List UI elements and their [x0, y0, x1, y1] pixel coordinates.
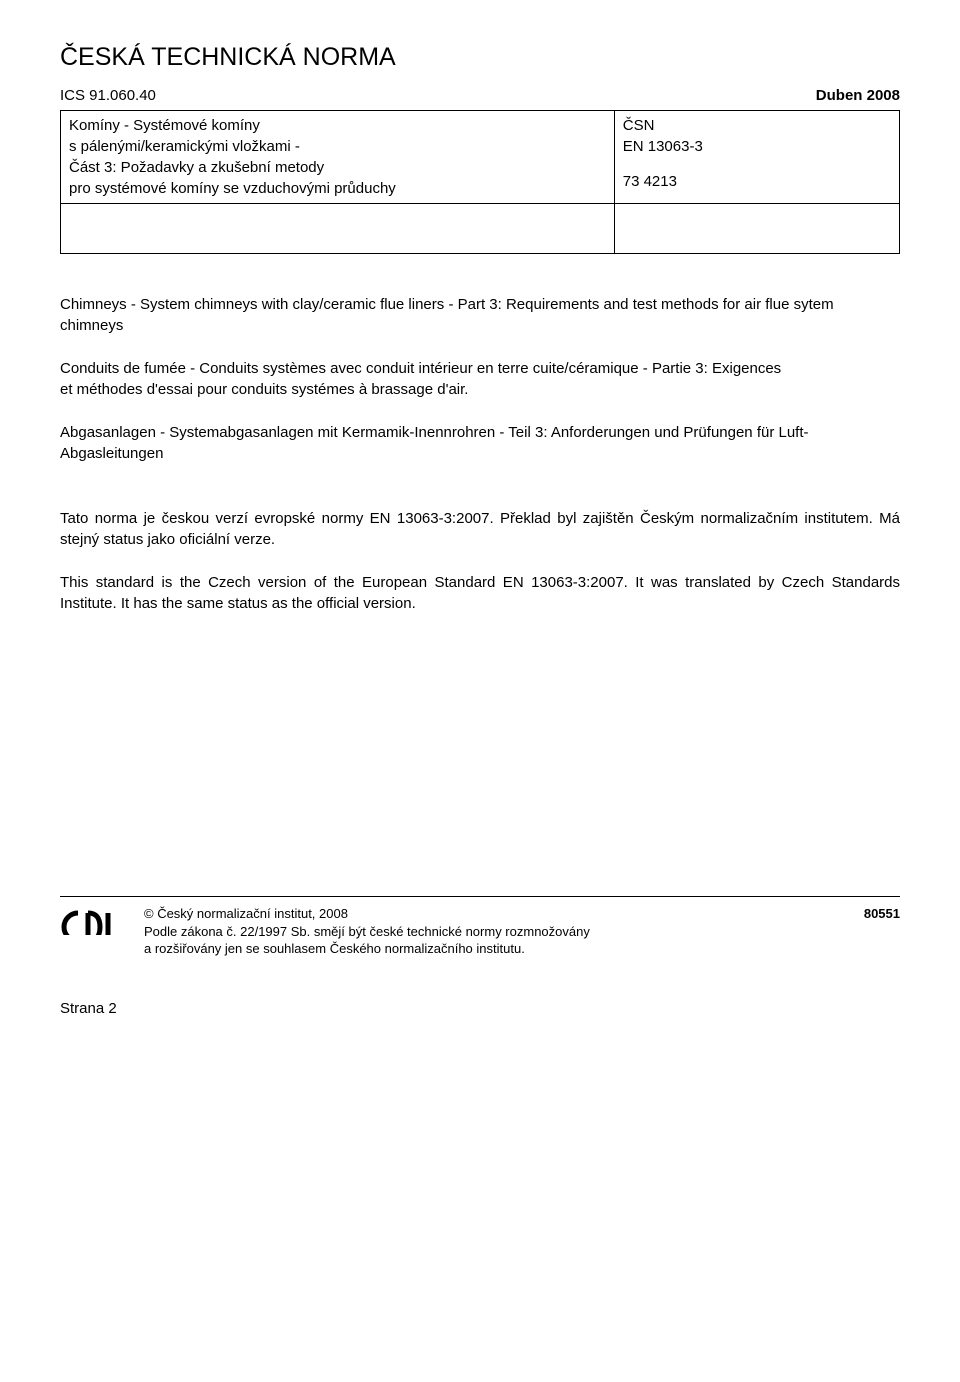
spec-id-line3: 73 4213 — [623, 171, 891, 192]
spec-title-line3: Část 3: Požadavky a zkušební metody — [69, 157, 606, 178]
title-fr-line2: et méthodes d'essai pour conduits systém… — [60, 379, 900, 400]
paragraph-cs: Tato norma je českou verzí evropské norm… — [60, 508, 900, 550]
spec-id-gap — [623, 157, 891, 171]
vertical-spacer — [60, 636, 900, 896]
issue-date: Duben 2008 — [816, 85, 900, 106]
spec-spacer-right — [614, 204, 899, 254]
footer-code: 80551 — [844, 905, 900, 923]
document-type-title: ČESKÁ TECHNICKÁ NORMA — [60, 40, 900, 75]
publisher-logo-icon — [60, 905, 124, 949]
page-number: Strana 2 — [60, 998, 900, 1019]
title-de-line1: Abgasanlagen - Systemabgasanlagen mit Ke… — [60, 422, 900, 443]
title-en-line2: chimneys — [60, 315, 900, 336]
title-en-block: Chimneys - System chimneys with clay/cer… — [60, 294, 900, 336]
footer-line3: a rozšiřovány jen se souhlasem Českého n… — [144, 940, 844, 958]
ics-code: ICS 91.060.40 — [60, 85, 156, 106]
spec-spacer-left — [61, 204, 615, 254]
spec-title-line4: pro systémové komíny se vzduchovými průd… — [69, 178, 606, 199]
footer-line2: Podle zákona č. 22/1997 Sb. smějí být če… — [144, 923, 844, 941]
title-fr-line1: Conduits de fumée - Conduits systèmes av… — [60, 358, 900, 379]
title-de-block: Abgasanlagen - Systemabgasanlagen mit Ke… — [60, 422, 900, 464]
footer-row: © Český normalizační institut, 2008 Podl… — [60, 897, 900, 958]
spec-title-line1: Komíny - Systémové komíny — [69, 115, 606, 136]
spec-table: Komíny - Systémové komíny s pálenými/ker… — [60, 110, 900, 254]
spec-row-main: Komíny - Systémové komíny s pálenými/ker… — [61, 111, 900, 204]
spec-id-line2: EN 13063-3 — [623, 136, 891, 157]
title-en-line1: Chimneys - System chimneys with clay/cer… — [60, 294, 900, 315]
title-de-line2: Abgasleitungen — [60, 443, 900, 464]
spec-id-line1: ČSN — [623, 115, 891, 136]
title-fr-block: Conduits de fumée - Conduits systèmes av… — [60, 358, 900, 400]
ics-row: ICS 91.060.40 Duben 2008 — [60, 85, 900, 106]
footer-line1: © Český normalizační institut, 2008 — [144, 905, 844, 923]
spec-id-cell: ČSN EN 13063-3 73 4213 — [614, 111, 899, 204]
spec-row-spacer — [61, 204, 900, 254]
footer-text-block: © Český normalizační institut, 2008 Podl… — [144, 905, 844, 958]
spec-title-cell: Komíny - Systémové komíny s pálenými/ker… — [61, 111, 615, 204]
paragraph-en: This standard is the Czech version of th… — [60, 572, 900, 614]
spec-title-line2: s pálenými/keramickými vložkami - — [69, 136, 606, 157]
